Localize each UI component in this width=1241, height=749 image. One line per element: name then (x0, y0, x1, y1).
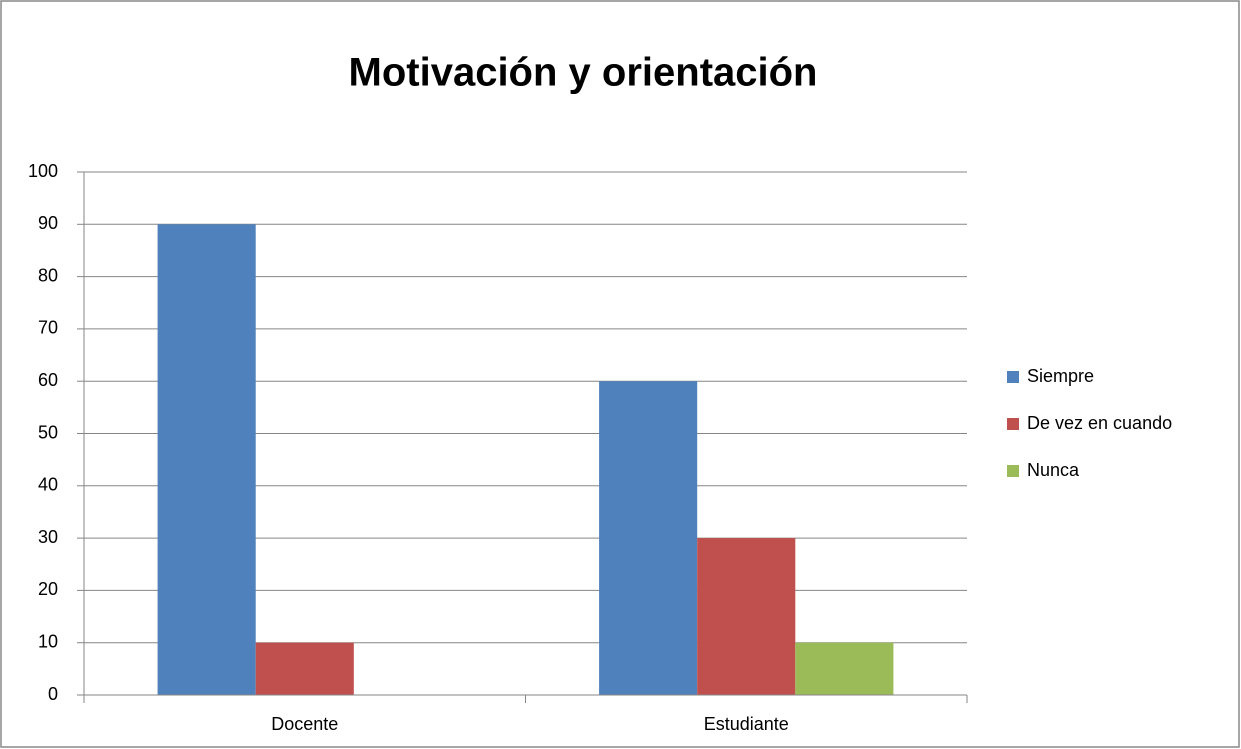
chart-title: Motivación y orientación (349, 51, 818, 95)
legend-label: Nunca (1027, 460, 1080, 480)
bar (599, 381, 698, 695)
bar (795, 642, 894, 695)
legend-swatch (1007, 371, 1019, 383)
y-tick-label: 30 (38, 527, 58, 547)
y-tick-label: 50 (38, 422, 58, 442)
bar (255, 642, 354, 695)
y-tick-label: 70 (38, 318, 58, 338)
legend-swatch (1007, 418, 1019, 430)
legend-label: De vez en cuando (1027, 413, 1172, 433)
bar (157, 224, 256, 696)
bar (697, 538, 796, 695)
x-tick-label: Estudiante (704, 714, 789, 734)
legend-swatch (1007, 465, 1019, 477)
y-tick-label: 100 (28, 161, 58, 181)
legend-label: Siempre (1027, 366, 1094, 386)
y-tick-label: 10 (38, 631, 58, 651)
x-tick-label: Docente (271, 714, 338, 734)
y-tick-label: 20 (38, 579, 58, 599)
y-tick-label: 40 (38, 475, 58, 495)
y-tick-label: 90 (38, 213, 58, 233)
y-tick-label: 0 (48, 684, 58, 704)
y-tick-label: 60 (38, 370, 58, 390)
y-tick-label: 80 (38, 265, 58, 285)
